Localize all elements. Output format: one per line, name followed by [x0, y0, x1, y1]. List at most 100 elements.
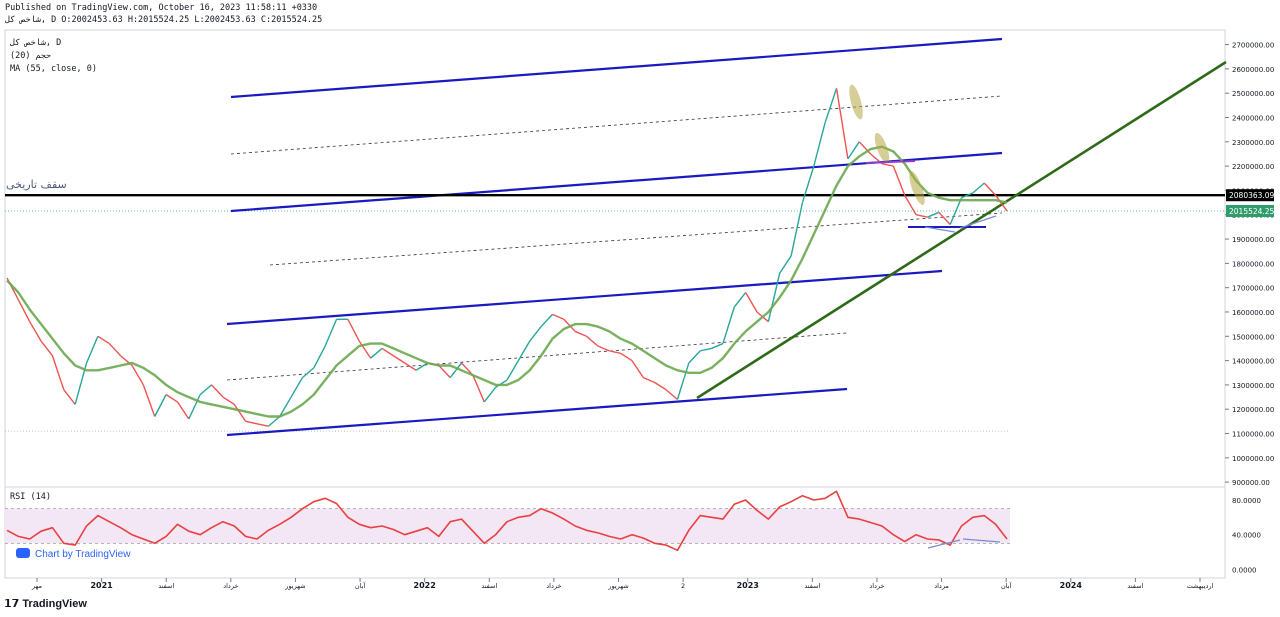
- price-segment: [745, 292, 758, 313]
- price-segment: [700, 347, 712, 352]
- price-segment: [665, 389, 678, 401]
- x-tick-label: خرداد: [546, 582, 561, 590]
- price-segment: [540, 313, 553, 328]
- last-price-text: 2015524.25: [1229, 207, 1275, 216]
- price-segment: [938, 211, 951, 225]
- x-tick-label: اردیبهشت: [1187, 582, 1214, 590]
- x-tick-label: اسفند: [1127, 582, 1143, 590]
- price-segment: [517, 340, 531, 361]
- price-segment: [949, 197, 963, 225]
- price-segment: [301, 367, 315, 379]
- price-segment: [211, 384, 224, 398]
- price-segment: [108, 343, 122, 357]
- price-segment: [97, 335, 110, 345]
- price-segment: [961, 192, 974, 199]
- y-tick-label: 2400000.00: [1232, 115, 1274, 123]
- price-segment: [813, 122, 826, 167]
- rsi-y-tick-label: 80.0000: [1232, 497, 1261, 505]
- y-tick-label: 2600000.00: [1232, 66, 1274, 74]
- chart-by-tradingview-badge[interactable]: Chart by TradingView: [16, 548, 130, 560]
- y-tick-label: 1100000.00: [1232, 431, 1274, 439]
- rsi-divergence-arrow: [927, 539, 961, 549]
- price-segment: [711, 342, 724, 350]
- rsi-line: [6, 490, 1008, 552]
- price-segment: [381, 347, 394, 357]
- x-tick-label: اسفند: [804, 582, 820, 590]
- price-segment: [574, 330, 587, 337]
- highlight-ellipse: [909, 170, 925, 206]
- price-segment: [892, 165, 906, 196]
- last-price-badge: [1226, 204, 1274, 217]
- footer-brand-label: TradingView: [22, 598, 87, 610]
- ma-legend[interactable]: MA (55, close, 0): [10, 64, 97, 74]
- price-segment: [154, 394, 167, 417]
- y-tick-label: 2300000.00: [1232, 139, 1274, 147]
- price-segment: [643, 376, 656, 384]
- price-segment: [552, 313, 565, 320]
- price-segment: [529, 326, 542, 342]
- price-segment: [495, 379, 508, 388]
- price-segment: [165, 394, 178, 403]
- price-segment: [483, 386, 497, 403]
- x-tick-label: شهریور: [607, 582, 628, 590]
- y-tick-label: 1000000.00: [1232, 455, 1274, 463]
- y-tick-label: 1900000.00: [1232, 236, 1274, 244]
- price-segment: [767, 272, 781, 322]
- volume-legend[interactable]: (20) حجم: [10, 51, 51, 61]
- x-tick-label: مرداد: [934, 582, 949, 590]
- ohlc-line: شاخص کل, D O:2002453.63 H:2015524.25 L:2…: [5, 15, 323, 25]
- rsi-band: [5, 508, 1010, 544]
- price-segment: [858, 141, 872, 155]
- y-tick-label: 1600000.00: [1232, 309, 1274, 317]
- price-segment: [654, 381, 667, 391]
- price-segment: [449, 362, 463, 379]
- symbol-legend[interactable]: شاخص کل, D: [10, 38, 62, 48]
- resistance-price-badge: [1226, 189, 1274, 202]
- x-tick-label: اسفند: [481, 582, 497, 590]
- price-segment: [40, 340, 54, 357]
- x-tick-label: آبان: [1001, 581, 1013, 590]
- price-segment: [324, 318, 338, 347]
- price-segment: [370, 347, 383, 359]
- price-segment: [267, 415, 281, 427]
- price-segment: [927, 211, 940, 218]
- x-tick-label: 2023: [737, 581, 759, 590]
- price-segment: [676, 362, 690, 400]
- price-segment: [631, 360, 644, 379]
- price-segment: [199, 384, 213, 396]
- y-tick-label: 1500000.00: [1232, 333, 1274, 341]
- y-tick-label: 1300000.00: [1232, 382, 1274, 390]
- price-segment: [29, 321, 42, 342]
- highlight-ellipse: [849, 84, 863, 120]
- rsi-divergence-arrow: [962, 538, 1001, 543]
- y-tick-label: 2500000.00: [1232, 90, 1274, 98]
- price-segment: [142, 384, 156, 417]
- price-segment: [313, 345, 326, 369]
- price-segment: [733, 292, 747, 308]
- y-tick-label: 900000.00: [1232, 479, 1270, 487]
- rsi-legend[interactable]: RSI (14): [10, 492, 51, 502]
- price-segment: [222, 396, 235, 405]
- price-segment: [801, 165, 815, 203]
- x-tick-label: خرداد: [223, 582, 238, 590]
- price-segment: [983, 182, 997, 196]
- x-tick-label: خرداد: [869, 582, 884, 590]
- short-resistance-line: [865, 160, 916, 164]
- price-segment: [915, 214, 928, 218]
- price-segment: [176, 401, 190, 420]
- resistance-annotation: سقف تاریخی: [6, 178, 67, 191]
- chart-frame: [4, 29, 1226, 579]
- price-segment: [609, 350, 621, 354]
- price-segment: [256, 423, 269, 427]
- y-tick-label: 1800000.00: [1232, 260, 1274, 268]
- uptrend-line: [696, 60, 1227, 400]
- price-segment: [358, 340, 372, 359]
- price-segment: [904, 194, 917, 216]
- price-segment: [779, 255, 792, 274]
- price-segment: [233, 403, 247, 422]
- price-segment: [245, 420, 258, 425]
- channel-line: [226, 387, 848, 437]
- x-tick-label: 2021: [90, 581, 113, 590]
- footer-brand[interactable]: 𝟭𝟳 TradingView: [4, 597, 87, 610]
